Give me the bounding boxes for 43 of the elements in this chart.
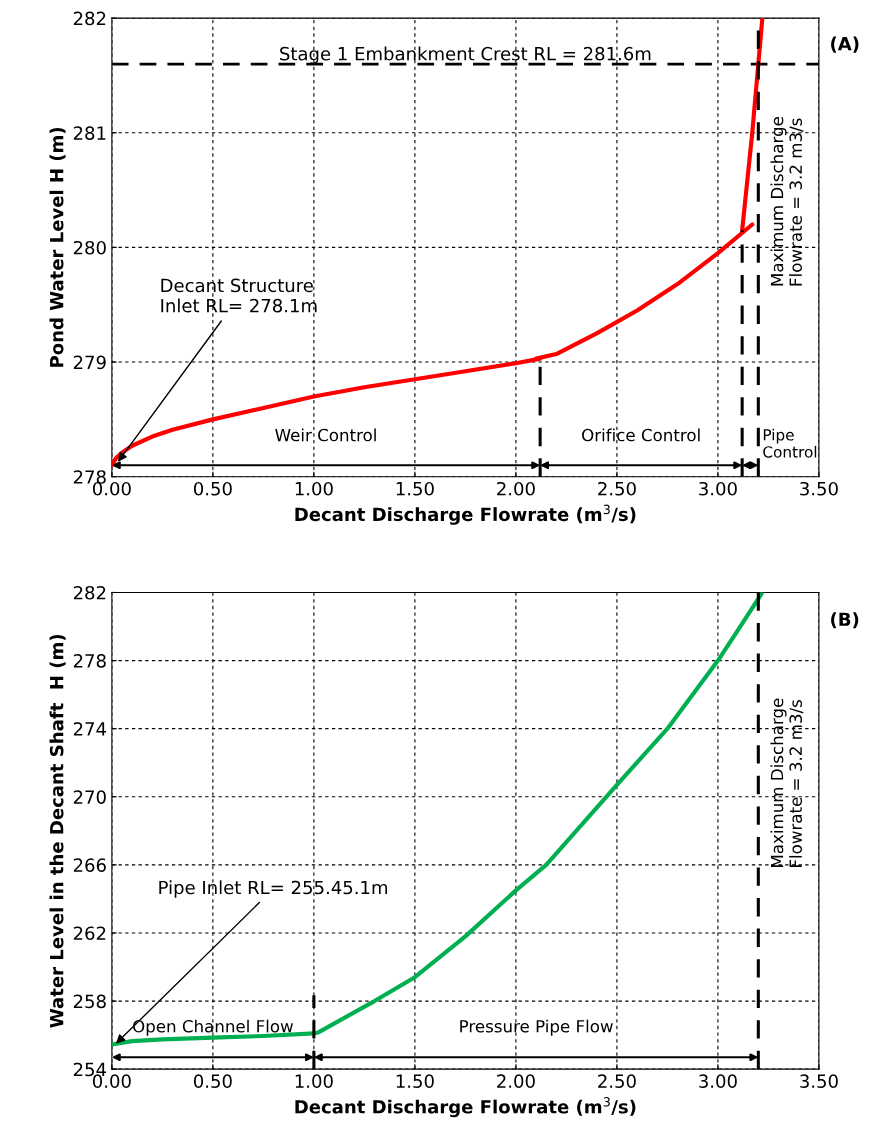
x-tick-label: 3.50	[800, 1074, 838, 1089]
annotation: Open Channel Flow	[133, 1019, 293, 1036]
y-tick-label: 282	[73, 585, 106, 600]
y-tick-label: 266	[73, 858, 106, 872]
x-axis-title: Decant Discharge Flowrate (m$^{3}$/s)	[295, 1097, 636, 1118]
text: (A)	[831, 36, 859, 53]
y-tick-label: 258	[73, 994, 106, 1009]
annotation: Pipe Inlet RL= 255.45.1m	[159, 880, 388, 898]
x-tick-label: 0.50	[193, 1074, 232, 1089]
y-tick-label: 280	[73, 240, 106, 255]
x-tick-label: 3.00	[699, 481, 737, 496]
annotation: Pressure Pipe Flow	[460, 1019, 613, 1036]
x-tick-label: 1.50	[396, 481, 434, 496]
annotation: Pipe Control	[763, 428, 817, 458]
y-tick-label: 282	[73, 11, 106, 26]
x-tick-label: 2.00	[497, 1074, 535, 1089]
x-tick-label: 0.50	[193, 481, 232, 496]
x-tick-label: 1.00	[295, 481, 333, 496]
ref-line-label: Maximum Discharge Flowrate = 3.2 m3/s	[770, 117, 804, 286]
y-tick-label: 279	[73, 355, 106, 370]
x-tick-label: 0.00	[92, 481, 131, 496]
x-tick-label: 1.50	[396, 1074, 434, 1089]
y-axis-title: Pond Water Level H (m)	[49, 127, 66, 367]
ref-line-label: Maximum Discharge Flowrate = 3.2 m3/s	[770, 698, 804, 867]
annotation: Weir Control	[275, 428, 376, 442]
y-tick-label: 278	[73, 654, 106, 668]
x-tick-label: 2.50	[598, 481, 636, 496]
x-tick-label: 1.00	[295, 1074, 333, 1089]
y-tick-label: 270	[73, 790, 106, 804]
text: (B)	[831, 612, 859, 629]
annotation: Orifice Control	[582, 428, 700, 442]
x-tick-label: 3.00	[699, 1074, 737, 1089]
y-tick-label: 274	[73, 722, 106, 736]
x-axis-title: Decant Discharge Flowrate (m$^{3}$/s)	[295, 504, 636, 525]
x-tick-label: 3.50	[800, 481, 838, 496]
y-tick-label: 262	[73, 926, 106, 941]
x-tick-label: 2.50	[598, 1074, 636, 1089]
y-tick-label: 278	[73, 470, 106, 484]
y-tick-label: 281	[73, 126, 106, 140]
ref-line-label: Stage 1 Embankment Crest RL = 281.6m	[280, 46, 651, 65]
x-tick-label: 2.00	[497, 481, 535, 496]
annotation: Decant Structure Inlet RL= 278.1m	[161, 278, 317, 313]
y-axis-title: Water Level in the Decant Shaft H (m)	[49, 634, 66, 1028]
